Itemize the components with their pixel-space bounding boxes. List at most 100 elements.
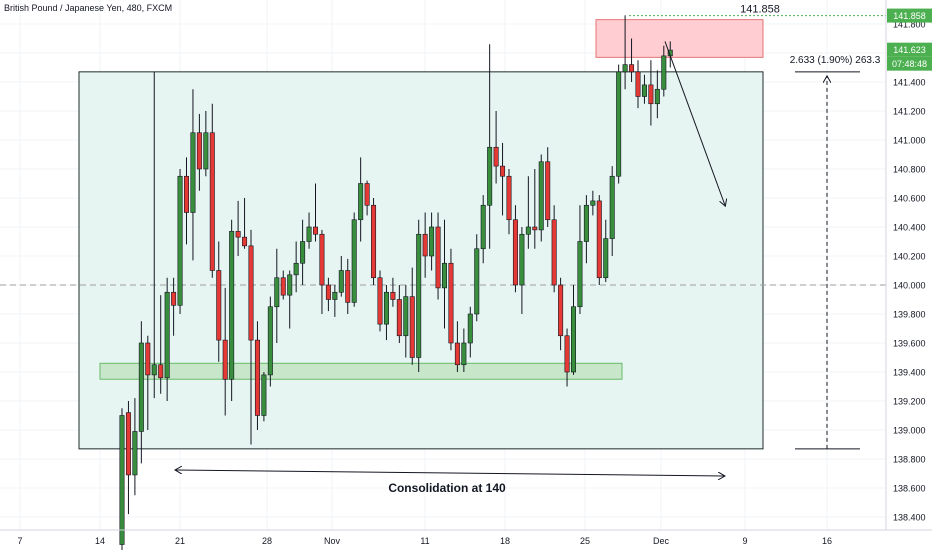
candle xyxy=(300,219,306,285)
candle-body-up xyxy=(383,291,389,325)
candle-body-down xyxy=(158,364,164,379)
candle-body-up xyxy=(609,175,615,239)
last-price-badge: 141.623 xyxy=(893,45,926,55)
candle xyxy=(287,270,293,329)
candle-body-down xyxy=(196,132,202,170)
y-tick-label: 140.200 xyxy=(893,252,926,262)
candle-body-up xyxy=(338,270,344,293)
candle-body-down xyxy=(506,175,512,221)
candle-body-up xyxy=(622,64,628,73)
x-tick-label: Nov xyxy=(324,536,341,546)
candle-body-down xyxy=(171,291,177,306)
candle-body-up xyxy=(577,241,583,308)
candle-body-up xyxy=(429,226,435,257)
candle xyxy=(332,285,338,317)
candle-body-down xyxy=(222,339,228,380)
support-zone xyxy=(99,362,623,380)
candle-body-up xyxy=(616,71,622,177)
candle-body-up xyxy=(287,274,293,296)
candle xyxy=(441,219,447,329)
candle xyxy=(222,287,228,416)
y-tick-label: 141.800 xyxy=(893,20,926,30)
candle-body-down xyxy=(564,335,570,373)
candle xyxy=(125,401,131,515)
y-tick-label: 139.400 xyxy=(893,368,926,378)
candle-body-down xyxy=(235,231,241,238)
candle-body-up xyxy=(570,306,576,373)
candle-body-up xyxy=(487,146,493,206)
candle-body-down xyxy=(551,219,557,286)
candle-body-down xyxy=(558,284,564,337)
candle-body-up xyxy=(190,132,196,213)
candle xyxy=(583,195,589,264)
candle xyxy=(570,285,576,375)
candle-body-down xyxy=(145,342,151,376)
candle-body-up xyxy=(461,342,467,366)
y-tick-label: 138.800 xyxy=(893,455,926,465)
candle-body-down xyxy=(454,342,460,366)
candle xyxy=(171,277,177,336)
candle xyxy=(267,296,273,387)
candle xyxy=(538,154,544,242)
candle xyxy=(622,15,628,90)
candle-body-down xyxy=(532,226,538,231)
candle-body-up xyxy=(474,248,480,315)
candle xyxy=(306,212,312,249)
candle xyxy=(325,277,331,312)
candle-body-up xyxy=(164,291,170,379)
candle xyxy=(558,277,564,351)
candle xyxy=(616,64,622,184)
candle xyxy=(242,198,248,249)
candle-body-down xyxy=(209,132,215,271)
x-tick-label: 18 xyxy=(500,536,510,546)
candle-body-down xyxy=(325,284,331,300)
x-tick-label: 16 xyxy=(822,536,832,546)
candle xyxy=(512,205,518,293)
candle-body-up xyxy=(403,296,409,337)
candle xyxy=(383,285,389,341)
consolidation-label: Consolidation at 140 xyxy=(388,481,506,495)
candle xyxy=(409,267,415,365)
y-tick-label: 141.000 xyxy=(893,136,926,146)
candle xyxy=(416,219,422,372)
candle xyxy=(396,285,402,343)
candle-body-up xyxy=(151,364,157,376)
candle xyxy=(474,234,480,322)
candle-body-down xyxy=(242,236,248,247)
x-tick-label: Dec xyxy=(653,536,670,546)
y-tick-label: 138.400 xyxy=(893,513,926,523)
candle-body-down xyxy=(377,277,383,325)
candle-body-up xyxy=(332,291,338,300)
candle xyxy=(661,45,667,97)
candle-body-down xyxy=(390,291,396,300)
x-tick-label: 7 xyxy=(17,536,22,546)
candle-body-up xyxy=(132,431,138,476)
time-axis[interactable]: 7 14 21 28 Nov 11 18 25 Dec 9 16 xyxy=(17,536,832,546)
candle xyxy=(609,166,615,256)
x-tick-label: 14 xyxy=(95,536,105,546)
candle-body-up xyxy=(351,219,357,303)
candle-body-up xyxy=(538,161,544,231)
resistance-zone xyxy=(595,19,764,58)
candle xyxy=(525,176,531,249)
y-tick-label: 138.600 xyxy=(893,484,926,494)
chart-title: British Pound / Japanese Yen, 480, FXCM xyxy=(4,3,173,13)
measure-label: 2.633 (1.90%) 263.3 xyxy=(790,55,881,66)
consolidation-arrow xyxy=(176,470,724,476)
candle xyxy=(467,306,473,358)
high-price-badge: 141.858 xyxy=(893,11,926,21)
consolidation-range xyxy=(0,19,886,450)
candle xyxy=(138,321,144,464)
price-axis[interactable]: 138.400 138.600 138.800 139.000 139.200 139.4… xyxy=(893,20,926,523)
candle-body-down xyxy=(364,183,370,206)
candle-body-up xyxy=(293,262,299,276)
candle-body-up xyxy=(119,415,125,545)
candle-body-down xyxy=(254,339,260,416)
countdown-badge: 07:48:48 xyxy=(892,59,927,69)
candle xyxy=(641,74,647,104)
candle-body-up xyxy=(267,306,273,376)
candle-body-down xyxy=(493,146,499,167)
y-tick-label: 140.800 xyxy=(893,165,926,175)
candle-body-down xyxy=(629,64,635,73)
